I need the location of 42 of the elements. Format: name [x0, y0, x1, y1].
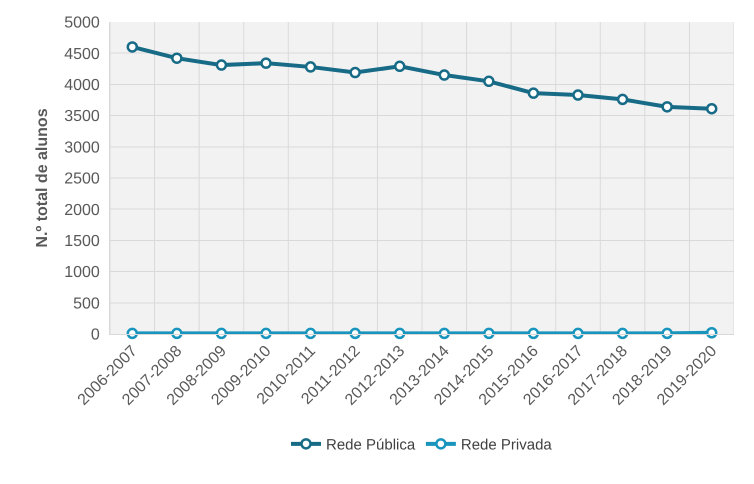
- point: [483, 328, 495, 340]
- point: [528, 328, 540, 340]
- y-tick-label: 0: [90, 326, 100, 344]
- point: [126, 328, 138, 340]
- y-tick-label: 1500: [64, 233, 100, 250]
- y-tick-label: 2000: [64, 202, 100, 219]
- point: [572, 328, 584, 340]
- point: [304, 328, 316, 340]
- point: [260, 328, 272, 340]
- point: [661, 101, 673, 113]
- point: [706, 327, 718, 338]
- point: [171, 328, 183, 340]
- point: [616, 328, 628, 340]
- point: [483, 76, 495, 88]
- y-tick-label: 3000: [64, 139, 100, 156]
- point: [260, 57, 272, 69]
- point: [349, 328, 361, 340]
- y-tick-label: 2500: [64, 170, 100, 188]
- point: [661, 328, 673, 340]
- y-tick-label: 4500: [64, 46, 100, 63]
- point: [438, 328, 450, 340]
- y-tick-label: 1000: [64, 264, 100, 282]
- y-axis-title: N.º total de alunos: [34, 108, 52, 248]
- point: [394, 60, 406, 72]
- legend-label: Rede Pública: [326, 436, 416, 454]
- point: [349, 66, 361, 78]
- point: [216, 59, 228, 71]
- point: [394, 328, 406, 340]
- point: [572, 89, 584, 101]
- point: [126, 41, 138, 53]
- point: [216, 328, 228, 340]
- point: [304, 61, 316, 73]
- point: [528, 87, 540, 99]
- point: [706, 102, 718, 114]
- point: [616, 94, 628, 106]
- legend-label: Rede Privada: [460, 436, 552, 454]
- y-tick-label: 5000: [64, 14, 100, 32]
- y-tick-label: 500: [73, 295, 100, 312]
- y-tick-label: 4000: [64, 77, 100, 94]
- point: [171, 52, 183, 64]
- y-tick-label: 3500: [64, 108, 100, 126]
- point: [438, 69, 450, 81]
